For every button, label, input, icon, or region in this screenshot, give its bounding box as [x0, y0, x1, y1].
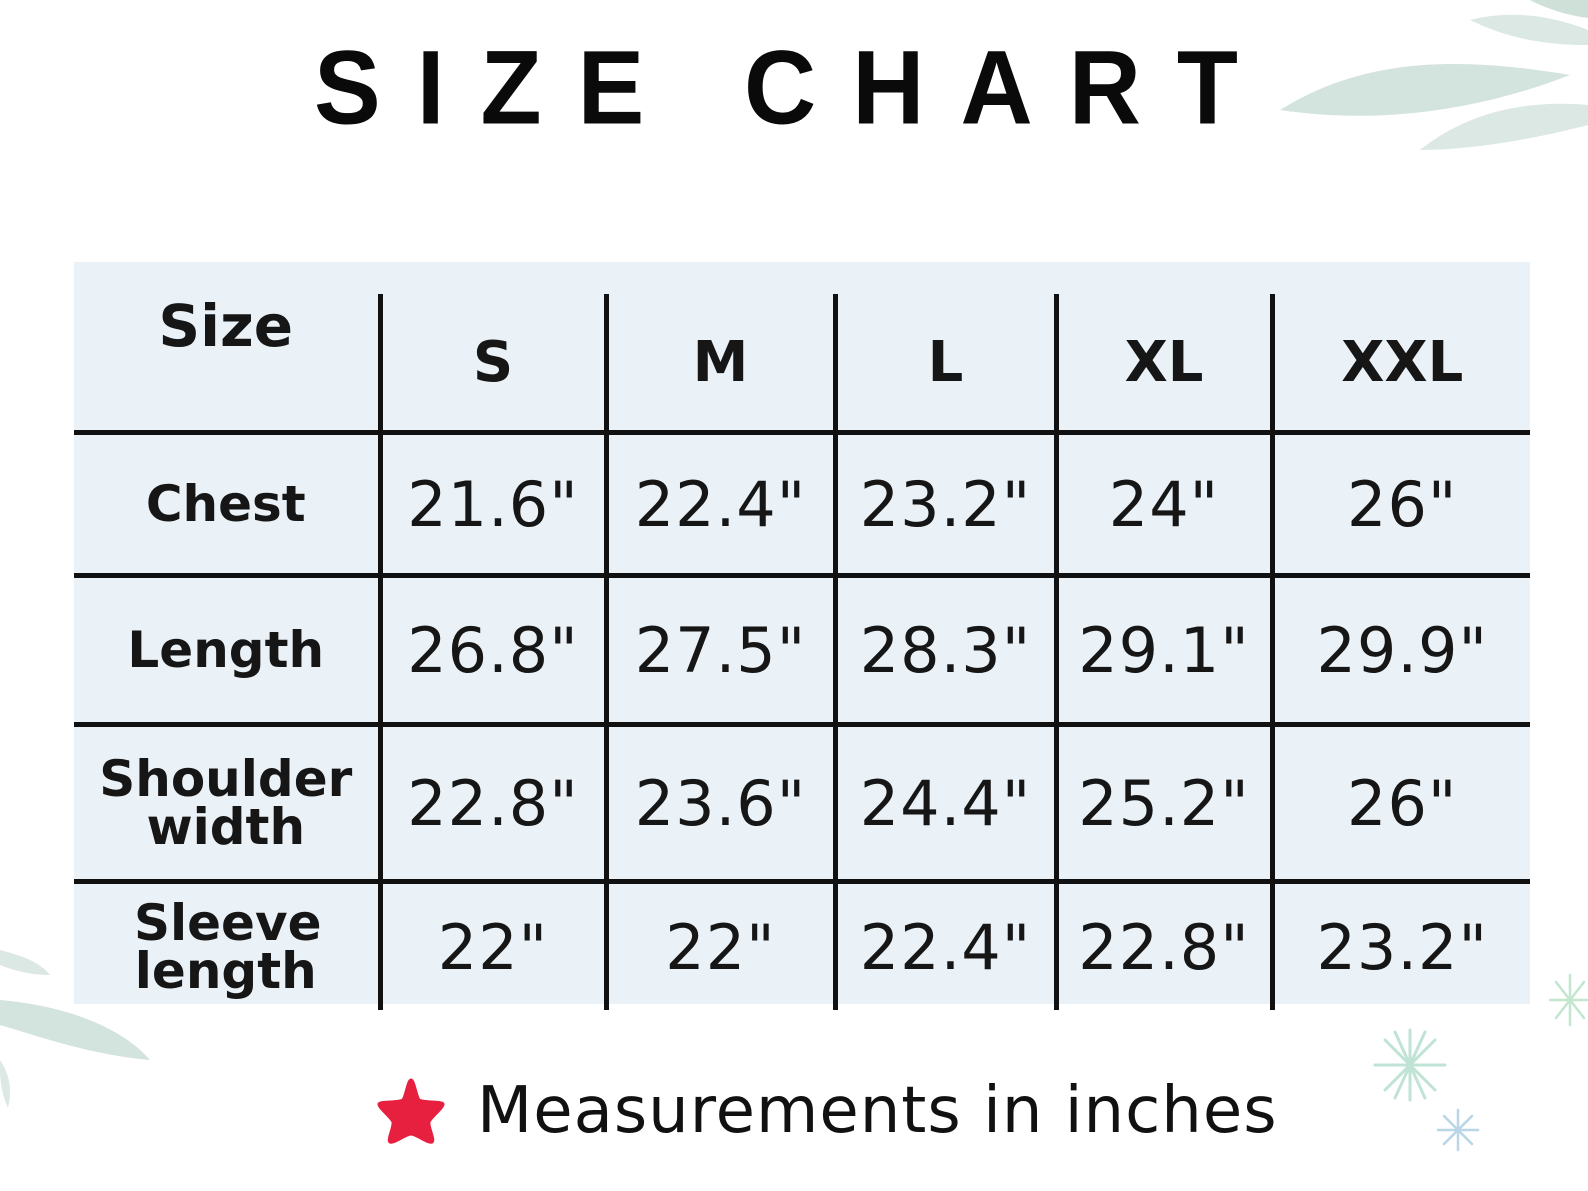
- sleeve-length-m: 22": [603, 879, 835, 1010]
- length-xl: 29.1": [1053, 573, 1272, 725]
- table-row-length: Length 26.8" 27.5" 28.3" 29.1" 29.9": [74, 573, 1530, 725]
- chest-xl: 24": [1053, 430, 1272, 576]
- size-header-l: L: [832, 294, 1056, 433]
- sleeve-length-xxl: 23.2": [1269, 879, 1530, 1010]
- row-label-length: Length: [74, 573, 380, 725]
- shoulder-width-s: 22.8": [377, 722, 606, 882]
- chest-s: 21.6": [377, 430, 606, 576]
- size-header-xxl: XXL: [1269, 294, 1530, 433]
- star-icon: [377, 1078, 445, 1144]
- shoulder-width-xl: 25.2": [1053, 722, 1272, 882]
- footnote: Measurements in inches: [375, 1066, 1278, 1156]
- chest-xxl: 26": [1269, 430, 1530, 576]
- shoulder-width-xxl: 26": [1269, 722, 1530, 882]
- sleeve-length-s: 22": [377, 879, 606, 1010]
- shoulder-width-l: 24.4": [832, 722, 1056, 882]
- size-header-xl: XL: [1053, 294, 1272, 433]
- length-l: 28.3": [832, 573, 1056, 725]
- length-m: 27.5": [603, 573, 835, 725]
- sleeve-length-xl: 22.8": [1053, 879, 1272, 1010]
- size-chart-table: Size S M L XL XXL Chest 21.6" 22.4" 23.2…: [74, 294, 1530, 1010]
- table-row-chest: Chest 21.6" 22.4" 23.2" 24" 26": [74, 430, 1530, 576]
- table-header-row: Size S M L XL XXL: [74, 294, 1530, 433]
- sleeve-length-l: 22.4": [832, 879, 1056, 1010]
- chest-m: 22.4": [603, 430, 835, 576]
- size-column-header: Size: [158, 292, 294, 360]
- chest-l: 23.2": [832, 430, 1056, 576]
- size-header-m: M: [603, 294, 835, 433]
- length-xxl: 29.9": [1269, 573, 1530, 725]
- row-label-sleeve-length: Sleeve length: [74, 879, 380, 1010]
- footnote-text: Measurements in inches: [477, 1074, 1278, 1148]
- shoulder-width-m: 23.6": [603, 722, 835, 882]
- row-label-chest: Chest: [74, 430, 380, 576]
- length-s: 26.8": [377, 573, 606, 725]
- page-title: SIZE CHART: [314, 29, 1274, 147]
- row-label-shoulder-width: Shoulder width: [74, 722, 380, 882]
- size-header-s: S: [377, 294, 606, 433]
- table-row-shoulder-width: Shoulder width 22.8" 23.6" 24.4" 25.2" 2…: [74, 722, 1530, 882]
- table-row-sleeve-length: Sleeve length 22" 22" 22.4" 22.8" 23.2": [74, 879, 1530, 1010]
